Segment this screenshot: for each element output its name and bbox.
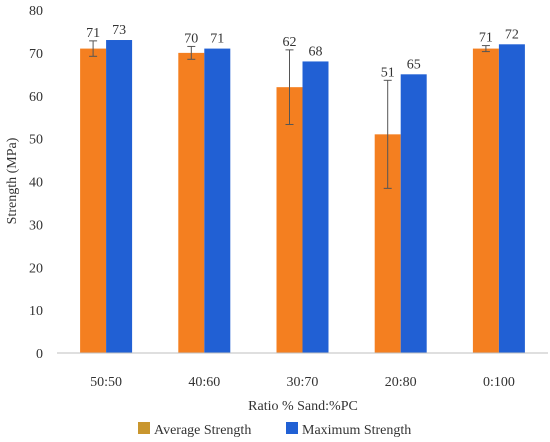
data-label: 71 [210, 32, 224, 47]
x-tick-label: 40:60 [188, 375, 220, 390]
error-bar [89, 40, 98, 57]
error-bar [383, 79, 392, 189]
data-label: 72 [505, 27, 519, 42]
bar-maximum-strength [498, 44, 525, 354]
y-tick-label: 70 [29, 47, 43, 62]
data-label: 68 [309, 44, 323, 59]
error-bars [89, 40, 490, 189]
y-tick-label: 20 [29, 261, 43, 276]
bar-maximum-strength [302, 61, 329, 353]
error-bar [285, 49, 294, 125]
data-label: 65 [407, 57, 421, 72]
x-tick-label: 20:80 [385, 375, 417, 390]
y-axis-ticks: 0 10 20 30 40 50 60 70 80 [29, 4, 43, 362]
y-tick-label: 30 [29, 218, 43, 233]
error-bar [481, 45, 490, 53]
x-tick-label: 50:50 [90, 375, 122, 390]
bar-average-strength [178, 52, 205, 353]
y-tick-label: 50 [29, 133, 43, 148]
bar-average-strength [472, 48, 499, 354]
data-label: 71 [86, 26, 100, 41]
data-label: 62 [283, 35, 297, 50]
x-tick-label: 0:100 [483, 375, 515, 390]
data-label: 70 [184, 31, 198, 46]
y-tick-label: 60 [29, 90, 43, 105]
y-tick-label: 10 [29, 304, 43, 319]
x-tick-label: 30:70 [287, 375, 319, 390]
data-label: 71 [479, 31, 493, 46]
legend: Average Strength Maximum Strength [138, 422, 411, 438]
bar-average-strength [276, 87, 303, 354]
error-bar [187, 45, 196, 60]
y-tick-label: 0 [36, 347, 43, 362]
y-tick-label: 80 [29, 4, 43, 19]
x-axis-title: Ratio % Sand:%PC [248, 399, 358, 414]
legend-label-average-strength: Average Strength [154, 423, 251, 438]
data-label: 51 [381, 65, 395, 80]
x-axis-ticks: 50:50 40:60 30:70 20:80 0:100 [90, 375, 515, 390]
bar-maximum-strength [204, 48, 231, 354]
y-axis-title: Strength (MPa) [5, 137, 20, 224]
legend-label-maximum-strength: Maximum Strength [302, 423, 411, 438]
data-labels: 71 73 70 71 62 68 51 65 71 72 [86, 23, 519, 80]
legend-swatch-average-strength [138, 422, 150, 434]
bar-maximum-strength [106, 40, 133, 353]
data-label: 73 [112, 23, 126, 38]
bars [80, 40, 525, 354]
y-tick-label: 40 [29, 176, 43, 191]
bar-average-strength [80, 48, 107, 354]
bar-maximum-strength [400, 74, 427, 353]
legend-swatch-maximum-strength [286, 422, 298, 434]
